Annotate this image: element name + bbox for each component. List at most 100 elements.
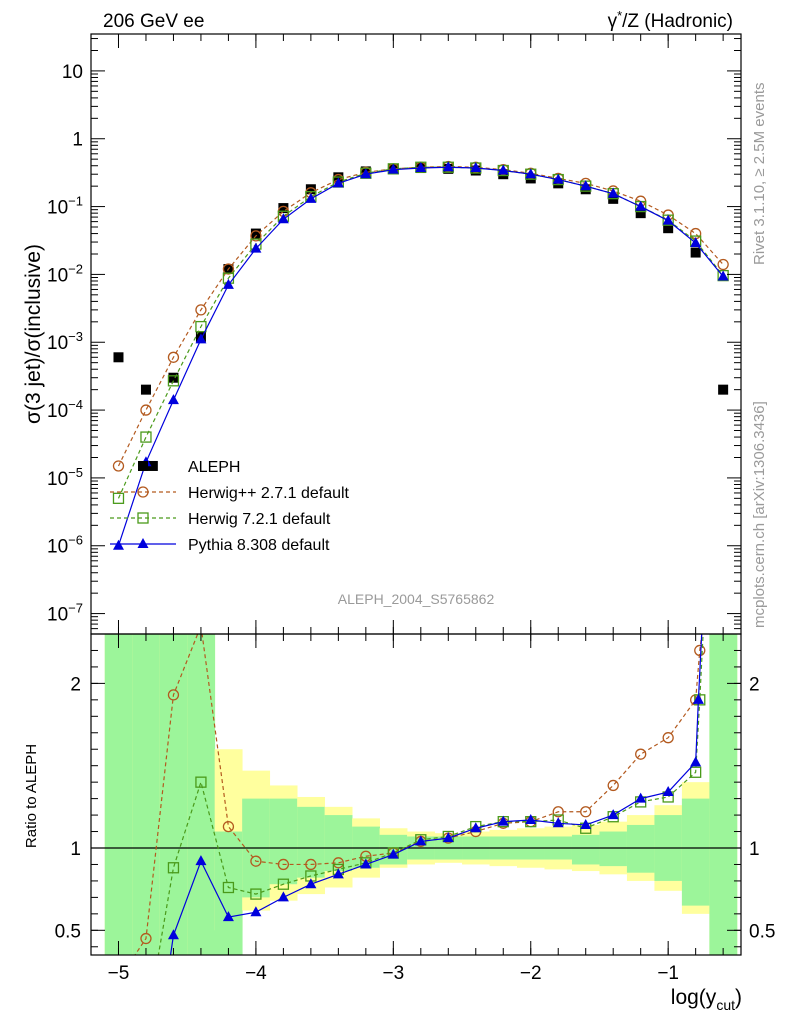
ratio-band-green-21: [681, 798, 710, 906]
main-point-pythia-8-308-default-6: [277, 213, 289, 224]
main-point-pythia-8-308-default-12: [442, 161, 454, 172]
main-point-pythia-8-308-default-22: [717, 270, 729, 281]
ratio-point-pythia-8-308-default-13: [497, 815, 509, 826]
ratio-point-pythia-8-308-default-14: [525, 814, 537, 825]
ratio-point-herwig-7-2-1-default-4: [250, 888, 262, 900]
ratio-ytick-label-right-2: 0.5: [749, 921, 775, 942]
main-ytick-label-7: 10−6: [47, 533, 83, 558]
ratio-point-pythia-8-308-default-6: [305, 878, 317, 889]
ratio-ytick-label-left-2: 0.5: [55, 921, 81, 942]
main-point-herwig-2-7-1-default-22: [717, 258, 729, 271]
header-right-rest: /Z (Hadronic): [622, 11, 733, 32]
main-point-herwig-7-2-1-default-1: [140, 431, 152, 443]
x-axis-label: log(ycut): [671, 986, 742, 1013]
ratio-point-pythia-8-308-default-12: [470, 822, 482, 833]
main-point-pythia-8-308-default-9: [360, 168, 372, 179]
main-point-aleph-8: [305, 184, 316, 195]
ratio-point-herwig-7-2-1-default-5: [277, 878, 290, 890]
main-point-pythia-8-308-default-19: [635, 200, 647, 211]
main-point-herwig-2-7-1-default-5: [250, 230, 262, 242]
main-point-herwig-7-2-1-default-3: [195, 320, 207, 333]
main-point-aleph-2: [147, 460, 158, 471]
ratio-point-pythia-8-308-default-15: [552, 817, 564, 828]
ratio-point-herwig-2-7-1-default-20: [662, 732, 674, 744]
mcplots-label: mcplots.cern.ch [arXiv:1306.3436]: [751, 401, 768, 628]
legend-label-herwig-2-7-1-default: Herwig++ 2.7.1 default: [188, 485, 350, 502]
main-point-pythia-8-308-default-2: [167, 394, 179, 405]
ratio-point-herwig-2-7-1-default-1: [140, 932, 152, 945]
main-point-pythia-8-308-default-3: [195, 333, 207, 344]
main-point-pythia-8-308-default-13: [470, 162, 482, 173]
xtick-label-3: −2: [520, 963, 542, 984]
ratio-point-herwig-2-7-1-default-22: [694, 644, 706, 657]
ratio-band-green-0: [104, 634, 133, 955]
main-ytick-label-8: 10−7: [47, 601, 83, 626]
main-ytick-label-1: 1: [72, 130, 83, 151]
ratio-point-herwig-7-2-1-default-2: [195, 776, 207, 788]
ratio-point-pythia-8-308-default-18: [635, 792, 647, 803]
ratio-point-herwig-2-7-1-default-6: [277, 858, 290, 871]
ratio-point-pythia-8-308-default-19: [662, 786, 674, 797]
xtick-label-0: −5: [108, 963, 130, 984]
main-point-aleph-7: [278, 203, 289, 214]
ratio-band-green-4: [214, 831, 243, 955]
main-point-pythia-8-308-default-16: [552, 173, 564, 184]
ratio-band-green-6: [269, 798, 298, 885]
ratio-point-herwig-2-7-1-default-17: [580, 806, 592, 818]
main-point-pythia-8-308-default-4: [222, 278, 234, 289]
ratio-ytick-label-right-1: 1: [749, 839, 760, 860]
ratio-point-pythia-8-308-default-2: [195, 855, 207, 866]
ratio-point-herwig-7-2-1-default-1: [167, 862, 180, 874]
ratio-band-green-18: [599, 831, 628, 867]
main-point-pythia-8-308-default-10: [387, 163, 399, 174]
ratio-point-herwig-2-7-1-default-2: [167, 689, 180, 701]
ratio-band-green-7: [297, 806, 326, 878]
main-ytick-label-4: 10−3: [47, 329, 83, 354]
main-point-pythia-8-308-default-15: [525, 168, 537, 179]
ratio-band-green-1: [132, 634, 161, 955]
plot-frames: [90, 33, 742, 956]
legend-label-herwig-7-2-1-default: Herwig 7.2.1 default: [188, 511, 331, 528]
ratio-point-herwig-2-7-1-default-5: [250, 855, 262, 867]
main-point-herwig-2-7-1-default-3: [195, 304, 207, 316]
main-point-aleph-22: [690, 247, 701, 258]
main-point-herwig-7-2-1-default-2: [167, 375, 180, 387]
xtick-label-1: −4: [245, 963, 267, 984]
main-point-pythia-8-308-default-20: [662, 214, 674, 225]
main-point-herwig-2-7-1-default-1: [140, 404, 152, 416]
ratio-point-herwig-2-7-1-default-19: [635, 748, 647, 760]
ratio-point-herwig-7-2-1-default-20: [690, 766, 702, 778]
main-point-pythia-8-308-default-7: [305, 192, 317, 203]
ratio-point-herwig-2-7-1-default-7: [305, 858, 317, 871]
ratio-point-pythia-8-308-default-3: [222, 911, 234, 922]
main-point-aleph-23: [718, 384, 729, 395]
x-axis-label-sub: cut: [716, 997, 735, 1013]
main-point-pythia-8-308-default-11: [415, 162, 427, 173]
legend-marker-pythia-8-308-default: [137, 538, 149, 548]
ratio-series-clipped: [134, 634, 706, 955]
ratio-point-pythia-8-308-default-4: [250, 906, 262, 917]
ratio-point-pythia-8-308-default-21: [692, 693, 704, 704]
xtick-label-2: −3: [382, 963, 404, 984]
main-point-herwig-2-7-1-default-4: [222, 263, 235, 275]
ratio-band-green-8: [324, 815, 353, 872]
axis-ticks: 10 1 10−1 10−2 10−3 10−4 10−5 10−6 10−7 −5 −4 −3 −2 −…: [47, 34, 775, 984]
ratio-band-green-2: [159, 634, 188, 955]
rivet-label: Rivet 3.1.10, ≥ 2.5M events: [751, 83, 768, 266]
ratio-point-herwig-2-7-1-default-4: [222, 820, 235, 833]
header-right-star: *: [617, 8, 622, 23]
legend-label-pythia-8-308-default: Pythia 8.308 default: [188, 537, 330, 554]
main-point-aleph-6: [250, 228, 261, 239]
ratio-point-pythia-8-308-default-10: [415, 835, 427, 846]
main-point-pythia-8-308-default-18: [607, 187, 619, 198]
ratio-panel-frame: [90, 633, 742, 956]
ratio-point-herwig-7-2-1-default-3: [222, 881, 235, 894]
main-point-pythia-8-308-default-0: [112, 539, 124, 550]
main-y-axis-label: σ(3 jet)/σ(inclusive): [22, 244, 45, 424]
legend-marker-aleph: [138, 461, 148, 471]
main-point-herwig-2-7-1-default-2: [167, 351, 180, 363]
main-point-pythia-8-308-default-5: [250, 242, 262, 253]
main-ytick-label-2: 10−1: [47, 194, 83, 219]
ratio-point-pythia-8-308-default-20: [690, 756, 702, 767]
